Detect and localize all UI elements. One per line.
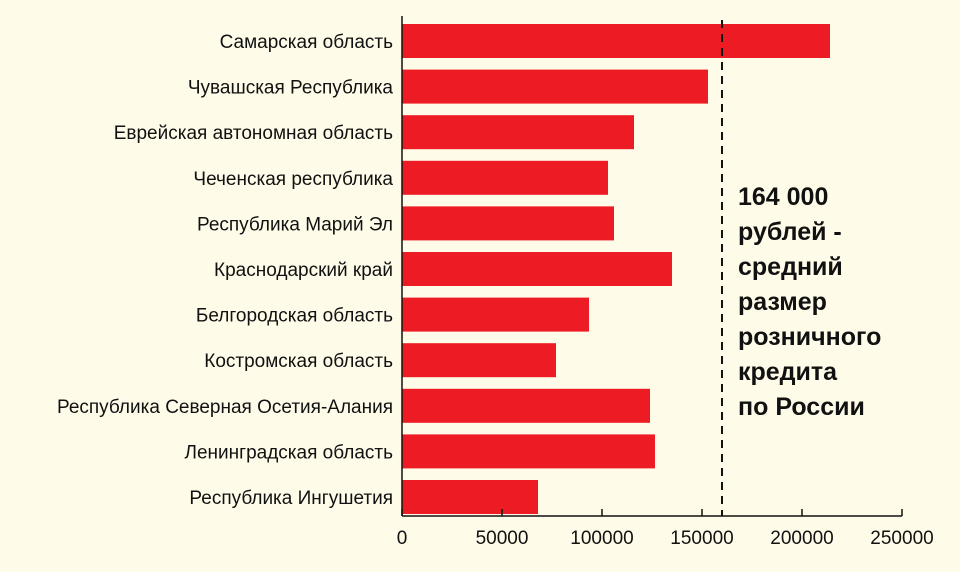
x-tick-label: 50000 <box>476 528 529 549</box>
category-label: Ленинградская область <box>185 442 394 463</box>
average-credit-annotation: 164 000 рублей - средний размер рознично… <box>738 180 881 425</box>
bar <box>402 388 650 423</box>
category-label: Республика Ингушетия <box>189 488 393 509</box>
annotation-line: по России <box>738 393 865 421</box>
bars-group <box>402 24 830 514</box>
annotation-line: размер <box>738 288 827 316</box>
x-tick-label: 200000 <box>770 528 833 549</box>
category-labels: Самарская область Чувашская Республика Евр… <box>57 32 393 509</box>
annotation-line: кредита <box>738 358 838 386</box>
bar <box>402 160 608 195</box>
bar <box>402 115 634 150</box>
category-label: Белгородская область <box>196 306 393 327</box>
category-label: Еврейская автономная область <box>114 123 393 144</box>
bar <box>402 343 556 378</box>
bar <box>402 297 589 332</box>
category-label: Чувашская Республика <box>188 78 394 99</box>
category-label: Чеченская республика <box>193 169 393 190</box>
category-label: Краснодарский край <box>214 260 393 281</box>
annotation-line: розничного <box>738 323 882 351</box>
x-tick-label: 0 <box>397 528 408 549</box>
bar <box>402 24 830 58</box>
x-axis-ticks: 0 50000 100000 150000 200000 250000 <box>397 509 934 549</box>
bar <box>402 69 708 104</box>
category-label: Республика Северная Осетия-Алания <box>57 397 393 418</box>
annotation-line: средний <box>738 253 843 281</box>
bar <box>402 434 655 469</box>
category-label: Костромская область <box>204 351 393 372</box>
bar <box>402 480 538 514</box>
category-label: Республика Марий Эл <box>197 214 393 235</box>
x-tick-label: 150000 <box>670 528 733 549</box>
bar <box>402 252 672 286</box>
category-label: Самарская область <box>220 32 394 53</box>
bar <box>402 206 614 241</box>
annotation-line: рублей - <box>738 218 842 246</box>
annotation-line: 164 000 <box>738 183 829 211</box>
x-tick-label: 100000 <box>570 528 633 549</box>
x-tick-label: 250000 <box>870 528 933 549</box>
